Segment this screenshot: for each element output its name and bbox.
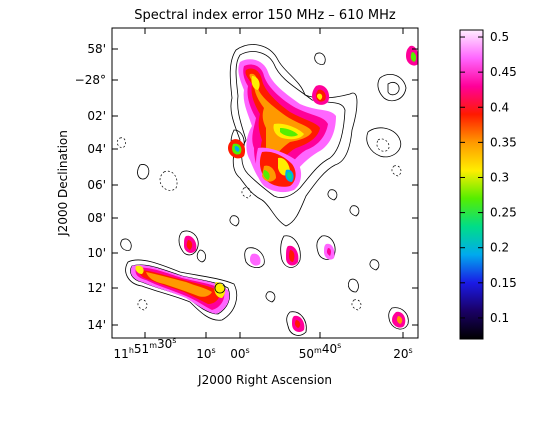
axis-ticks — [112, 28, 418, 338]
x-tick-label: 20s — [393, 346, 412, 361]
y-tick-label: 02' — [87, 109, 106, 123]
colorbar — [459, 29, 484, 340]
plot-frame — [111, 27, 419, 339]
y-tick-label: 10' — [87, 246, 106, 260]
y-tick-label: 04' — [87, 142, 106, 156]
y-tick-labels: 58' −28° 02' 04' 06' 08' 10' 12' 14' — [75, 42, 106, 332]
x-tick-label: 10s — [196, 346, 215, 361]
colorbar-tick-label: 0.25 — [490, 206, 517, 220]
x-axis-label: J2000 Right Ascension — [197, 373, 332, 387]
x-tick-label: 00s — [230, 346, 249, 361]
figure-title: Spectral index error 150 MHz – 610 MHz — [134, 8, 396, 23]
y-tick-label: 14' — [87, 318, 106, 332]
x-tick-label: 11h51m30s — [114, 336, 177, 361]
emission-regions — [130, 45, 418, 332]
colorbar-tick-label: 0.5 — [490, 30, 509, 44]
x-tick-label: 50m40s — [299, 341, 342, 361]
colorbar-tick-label: 0.2 — [490, 241, 509, 255]
y-tick-label: 06' — [87, 178, 106, 192]
y-tick-label: 08' — [87, 211, 106, 225]
colorbar-tick-label: 0.4 — [490, 100, 509, 114]
dashed-contours — [116, 137, 402, 311]
colorbar-tick-label: 0.45 — [490, 65, 517, 79]
y-tick-label: −28° — [75, 73, 106, 87]
y-tick-label: 58' — [87, 42, 106, 56]
spectral-index-map — [116, 44, 418, 336]
colorbar-ticks: 0.1 0.15 0.2 0.25 0.3 0.35 0.4 0.45 0.5 — [460, 30, 517, 325]
y-axis-label: J2000 Declination — [56, 130, 70, 237]
colorbar-tick-label: 0.1 — [490, 311, 509, 325]
colorbar-tick-label: 0.15 — [490, 276, 517, 290]
y-tick-label: 12' — [87, 281, 106, 295]
x-tick-labels: 11h51m30s 10s 00s 50m40s 20s — [114, 336, 413, 361]
colorbar-tick-label: 0.35 — [490, 135, 517, 149]
contour-lines — [120, 44, 409, 336]
colorbar-tick-label: 0.3 — [490, 170, 509, 184]
